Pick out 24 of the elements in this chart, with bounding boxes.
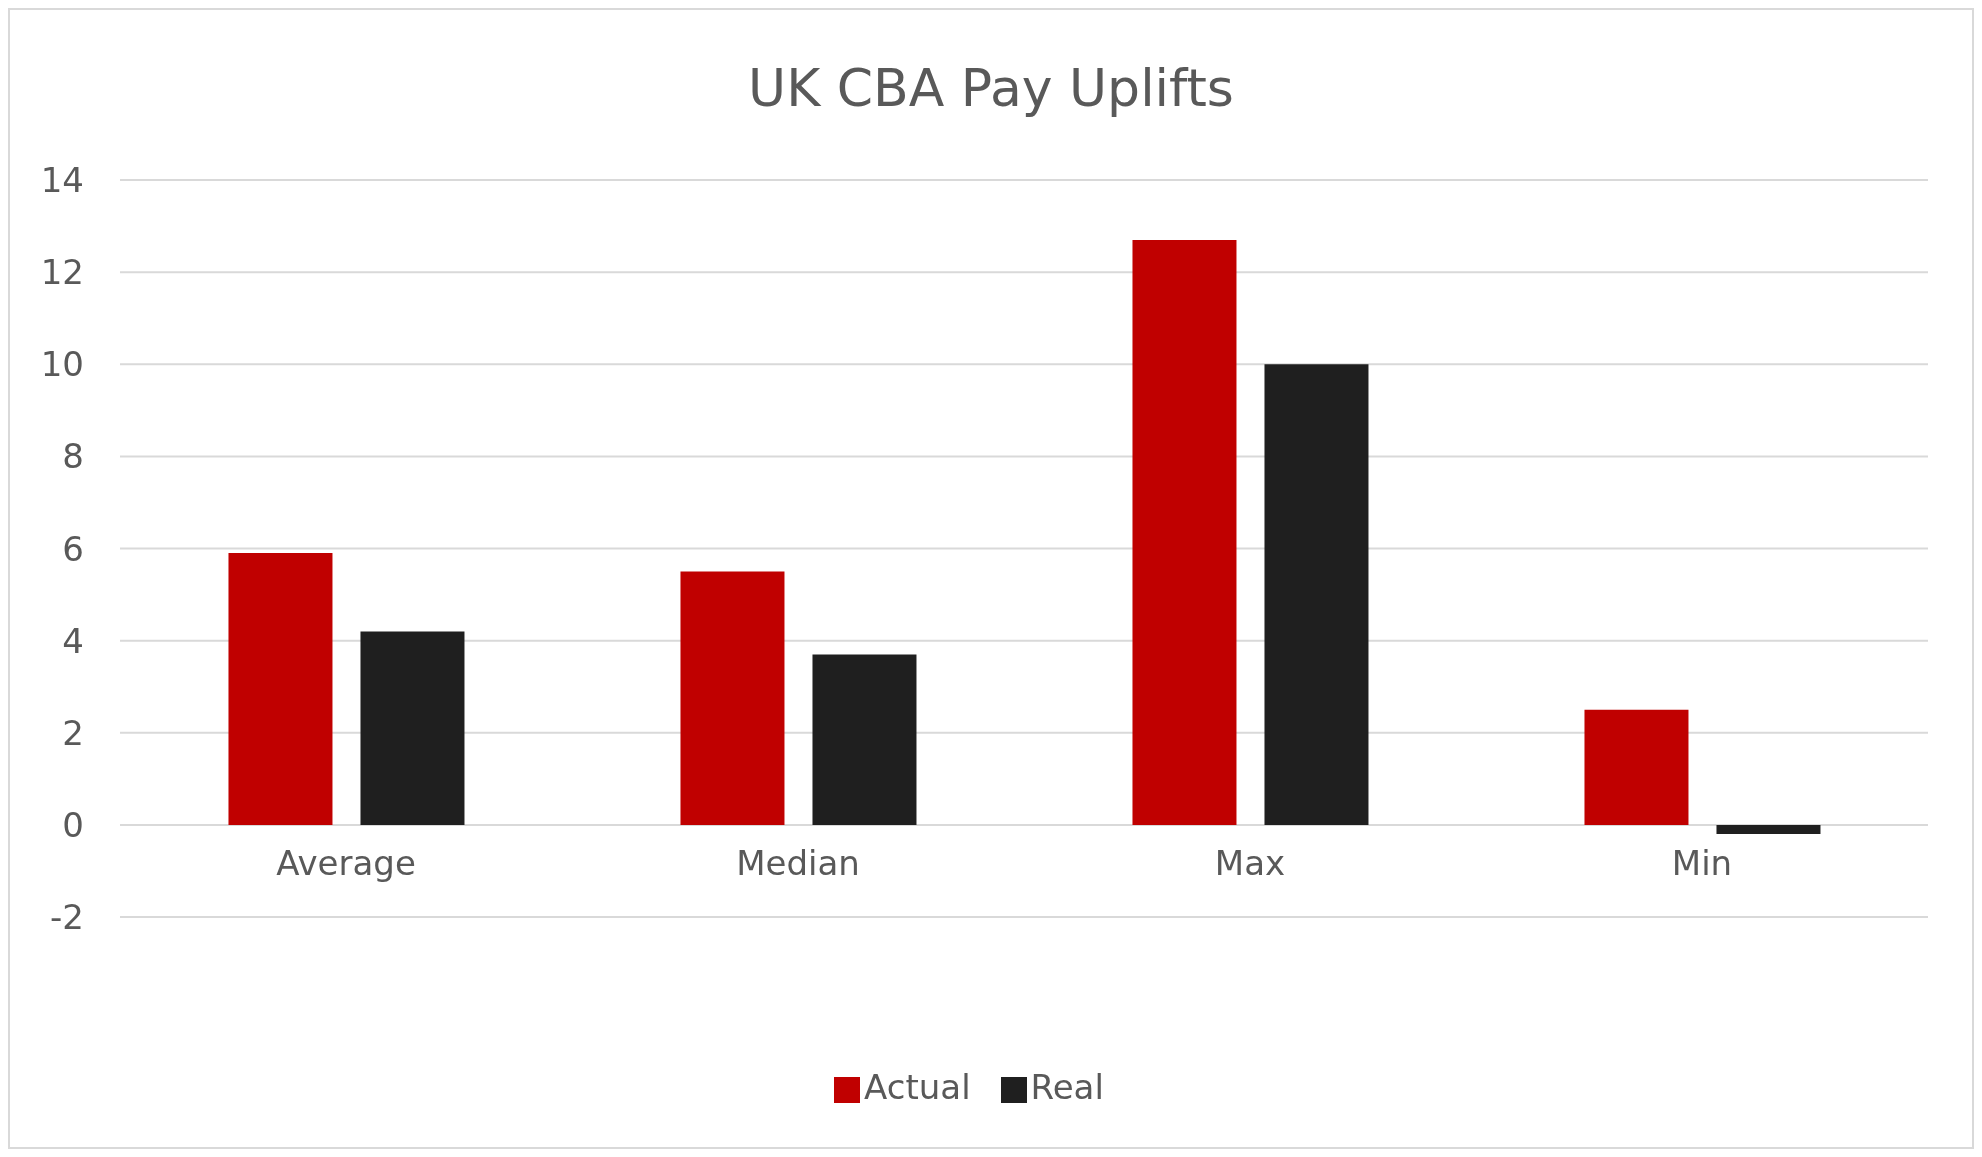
bar <box>1716 824 1821 835</box>
x-tick-label: Max <box>1214 843 1286 884</box>
y-tick-label: -2 <box>50 897 84 938</box>
y-tick-label: 12 <box>40 252 84 293</box>
bar <box>228 553 333 825</box>
y-tick-label: 8 <box>62 436 84 477</box>
y-tick-label: 4 <box>62 620 84 661</box>
bar <box>1584 709 1689 825</box>
bar <box>360 631 465 825</box>
y-tick-label: 0 <box>62 804 84 845</box>
y-tick-label: 2 <box>62 712 84 753</box>
x-tick-label: Min <box>1671 843 1733 884</box>
bar <box>812 654 917 825</box>
bar <box>1264 364 1369 825</box>
bar <box>1132 239 1237 825</box>
y-tick-label: 10 <box>40 344 84 385</box>
y-tick-label: 14 <box>40 160 84 201</box>
chart-title: UK CBA Pay Uplifts <box>747 58 1235 118</box>
legend-label: Actual <box>864 1067 971 1107</box>
x-tick-label: Average <box>276 843 416 884</box>
bar <box>680 571 785 825</box>
legend-label: Real <box>1030 1067 1104 1107</box>
x-tick-label: Median <box>736 843 860 884</box>
y-tick-label: 6 <box>62 528 84 569</box>
